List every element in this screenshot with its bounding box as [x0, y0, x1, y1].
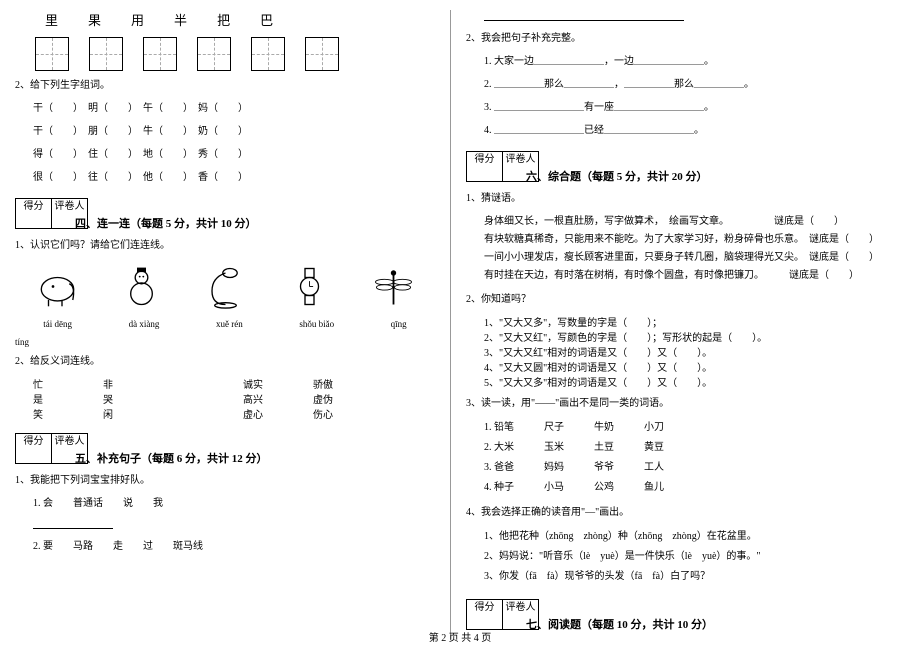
q6-2: 2、你知道吗？: [466, 291, 886, 308]
categories: 1. 铅笔 尺子 牛奶 小刀 2. 大米 玉米 土豆 黄豆 3. 爸爸 妈妈 爷…: [484, 418, 886, 498]
r-q2: 2、我会把句子补充完整。: [466, 30, 886, 47]
snowman-icon: [119, 264, 164, 309]
section-6-title: 六、综合题（每题 5 分，共计 20 分）: [526, 168, 886, 184]
page-footer: 第 2 页 共 4 页: [0, 629, 920, 644]
q4-1: 1、认识它们吗？请给它们连连线。: [15, 237, 435, 254]
q2-label: 2、给下列生字组词。: [15, 77, 435, 94]
word-groups: 干（ ） 明（ ） 午（ ） 妈（ ） 干（ ） 朋（ ） 牛（ ） 奶（ ） …: [33, 100, 435, 186]
antonym-grid: 忙是笑 非哭闲 诚实高兴虚心 骄傲虚伪伤心: [33, 376, 435, 421]
char-header: 里果用半把巴: [45, 10, 435, 29]
section-4-title: 四、连一连（每题 5 分，共计 10 分）: [75, 215, 435, 231]
sentence-1: 1. 会 普通话 说 我: [33, 495, 435, 512]
sentence-2: 2. 要 马路 走 过 斑马线: [33, 538, 435, 555]
q6-4: 4、我会选择正确的读音用"—"画出。: [466, 504, 886, 521]
lamp-icon: [203, 264, 248, 309]
q4-2: 2、给反义词连线。: [15, 353, 435, 370]
elephant-icon: [35, 264, 80, 309]
q5-1: 1、我能把下列词宝宝排好队。: [15, 472, 435, 489]
char-boxes: [35, 37, 435, 71]
watch-icon: [287, 264, 332, 309]
q6-1: 1、猜谜语。: [466, 190, 886, 207]
section-5-title: 五、补充句子（每题 6 分，共计 12 分）: [75, 450, 435, 466]
pinyin-row: tái dēngdà xiàngxuě rénshǒu biǎoqīng: [15, 319, 435, 329]
q6-3: 3、读一读，用"——"画出不是同一类的词语。: [466, 395, 886, 412]
riddles: 身体细又长，一根直肚肠，写字做算术， 绘画写文章。 谜底是（ ） 有块软糖真稀奇…: [484, 213, 886, 285]
pinyin2: tíng: [15, 337, 435, 347]
fill-blanks: 1. 大家一边＿＿＿＿＿＿＿，一边＿＿＿＿＿＿＿。 2. ＿＿＿＿＿那么＿＿＿＿…: [484, 53, 886, 139]
sounds: 1、他把花种（zhōng zhòng）种（zhōng zhòng）在花盆里。 2…: [484, 527, 886, 587]
know-list: 1、"又大又多"，写数量的字是（ ）； 2、"又大又红"，写颜色的字是（ ）；写…: [484, 314, 886, 389]
icon-row: [15, 264, 435, 309]
dragonfly-icon: [371, 264, 416, 309]
